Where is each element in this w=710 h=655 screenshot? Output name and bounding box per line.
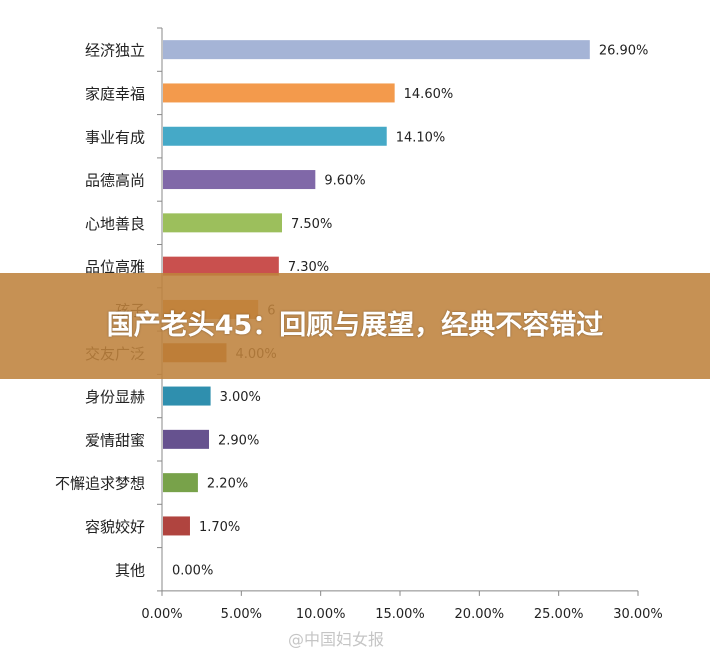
x-tick-label: 0.00% <box>141 607 182 622</box>
category-label: 身份显赫 <box>85 388 145 406</box>
x-tick-label: 20.00% <box>455 607 505 622</box>
value-label: 2.90% <box>218 433 259 448</box>
plot-area: 0.00% 5.00% 10.00% 15.00% 20.00% 25.00% 30.00%… <box>55 27 663 622</box>
value-label: 14.10% <box>396 130 446 145</box>
category-label: 品位高雅 <box>85 258 145 276</box>
category-label: 爱情甜蜜 <box>85 431 145 449</box>
bar <box>163 386 211 406</box>
category-label: 其他 <box>115 561 145 579</box>
x-tick-label: 15.00% <box>375 607 425 622</box>
x-tick-label: 30.00% <box>613 607 663 622</box>
x-tick-label: 5.00% <box>221 607 262 622</box>
value-label: 9.60% <box>324 174 365 189</box>
title-banner: 国产老头45：回顾与展望，经典不容错过 <box>0 273 710 379</box>
category-label: 容貌姣好 <box>85 518 145 536</box>
bar <box>163 40 590 60</box>
bar <box>163 473 198 493</box>
value-label: 3.00% <box>220 390 261 405</box>
value-label: 26.90% <box>599 44 649 59</box>
bar <box>163 170 316 190</box>
category-label: 家庭幸福 <box>85 85 145 103</box>
banner-title: 国产老头45：回顾与展望，经典不容错过 <box>106 310 604 341</box>
x-tick-label: 10.00% <box>296 607 346 622</box>
value-label: 1.70% <box>199 520 240 535</box>
value-label: 14.60% <box>404 87 454 102</box>
bar <box>163 429 210 449</box>
category-label: 不懈追求梦想 <box>55 475 145 493</box>
category-label: 事业有成 <box>85 128 145 146</box>
bar <box>163 126 387 146</box>
bar <box>163 516 190 536</box>
x-tick-label: 25.00% <box>534 607 584 622</box>
value-label: 0.00% <box>172 563 213 578</box>
bar <box>163 83 395 103</box>
weibo-watermark: @中国妇女报 <box>288 630 385 649</box>
category-label: 经济独立 <box>85 42 145 60</box>
value-label: 7.30% <box>288 260 329 275</box>
category-label: 心地善良 <box>85 215 145 233</box>
category-label: 品德高尚 <box>85 172 145 190</box>
bar <box>163 213 282 233</box>
bar <box>163 256 279 276</box>
value-label: 7.50% <box>291 217 332 232</box>
value-label: 2.20% <box>207 477 248 492</box>
